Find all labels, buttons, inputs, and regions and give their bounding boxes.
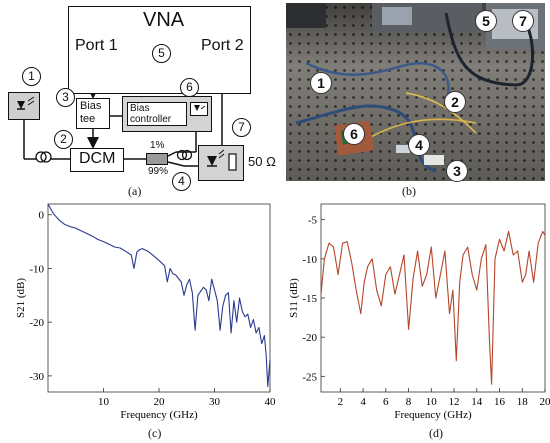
caption-c: (c) (148, 426, 162, 440)
photodetector (198, 145, 244, 181)
y-tick-label: -10 (29, 263, 44, 275)
photo-marker-5: 5 (475, 10, 497, 32)
marker-6: 6 (180, 78, 199, 97)
series-line-0 (47, 203, 271, 388)
s11-chart-panel: 2 4 6 8 10 12 14 16 18 20 -5 -10 -15 -20 -25 Frequency … (275, 200, 550, 443)
photodetector-icon (207, 149, 237, 171)
y-tick-label: -5 (308, 215, 318, 227)
x-axis-label: Frequency (GHz) (394, 409, 472, 421)
bias-tee: Bias tee (76, 98, 110, 129)
x-tick-label: 10 (98, 396, 110, 408)
marker-7: 7 (232, 118, 251, 137)
x-tick-label: 8 (406, 396, 412, 408)
ratio-top: 1% (150, 140, 165, 151)
laser-source (8, 92, 40, 120)
vna-box: VNA Port 1 Port 2 (68, 6, 251, 94)
marker-3: 3 (56, 88, 75, 107)
series-line-0 (320, 230, 546, 385)
y-tick-label: -25 (302, 371, 317, 383)
marker-4: 4 (172, 172, 191, 191)
marker-1: 1 (22, 67, 41, 86)
marker-5: 5 (152, 44, 171, 63)
caption-a: (a) (128, 184, 142, 198)
s11-chart: 2 4 6 8 10 12 14 16 18 20 -5 -10 -15 -20 -25 Frequency … (288, 203, 550, 421)
photo-marker-3: 3 (446, 160, 468, 182)
y-tick-label: -10 (302, 254, 317, 266)
photodiode-icon (194, 105, 206, 111)
schematic-panel: VNA Port 1 Port 2 5 1 Bias tee 3 Bias co… (0, 0, 276, 200)
x-tick-label: 12 (449, 396, 460, 408)
y-tick-label: 0 (39, 210, 45, 222)
y-tick-label: -30 (29, 371, 44, 383)
photo-marker-1: 1 (310, 72, 332, 94)
photo-marker-2: 2 (444, 91, 466, 113)
port-2-label: Port 2 (201, 37, 244, 54)
caption-d: (d) (429, 426, 443, 440)
x-axis-label: Frequency (GHz) (120, 409, 198, 421)
s21-chart-panel: 10 20 30 40 0 -10 -20 -30 Frequency (GHz) S21 (dB… (0, 200, 275, 443)
dcm-box: DCM (70, 148, 124, 172)
x-tick-label: 16 (494, 396, 506, 408)
x-tick-label: 4 (360, 396, 366, 408)
photo-marker-6: 6 (343, 123, 365, 145)
plot-frame (47, 203, 271, 393)
x-tick-label: 6 (383, 396, 389, 408)
x-tick-label: 18 (517, 396, 529, 408)
x-tick-label: 30 (209, 396, 221, 408)
x-tick-label: 10 (426, 396, 438, 408)
vna-label: VNA (143, 9, 185, 31)
x-tick-label: 20 (540, 396, 550, 408)
load-label: 50 Ω (248, 154, 276, 169)
bias-controller-outer: Bias controller (122, 96, 212, 132)
y-tick-label: -20 (29, 317, 44, 329)
s21-chart: 10 20 30 40 0 -10 -20 -30 Frequency (GHz) S21 (dB… (15, 203, 276, 421)
plot-frame (320, 203, 546, 393)
x-tick-label: 2 (338, 396, 344, 408)
bias-controller-box: Bias controller (127, 102, 187, 126)
y-tick-label: -20 (302, 332, 317, 344)
port-1-label: Port 1 (75, 37, 118, 54)
caption-b: (b) (402, 184, 416, 198)
marker-2: 2 (54, 130, 73, 149)
y-tick-label: -15 (302, 293, 317, 305)
photo-marker-7: 7 (512, 10, 534, 32)
monitor-photodiode (190, 102, 208, 116)
y-axis-label: S11 (dB) (288, 278, 300, 318)
lab-photo (286, 3, 545, 181)
x-tick-label: 40 (265, 396, 276, 408)
photo-marker-4: 4 (408, 134, 430, 156)
y-axis-label: S21 (dB) (15, 278, 27, 318)
x-tick-label: 20 (154, 396, 166, 408)
laser-diode-icon (17, 96, 35, 110)
ratio-bottom: 99% (148, 166, 169, 177)
coupler (146, 153, 168, 165)
photo-panel: 1 2 3 4 5 6 7 (b) (286, 3, 545, 200)
x-tick-label: 14 (471, 396, 483, 408)
